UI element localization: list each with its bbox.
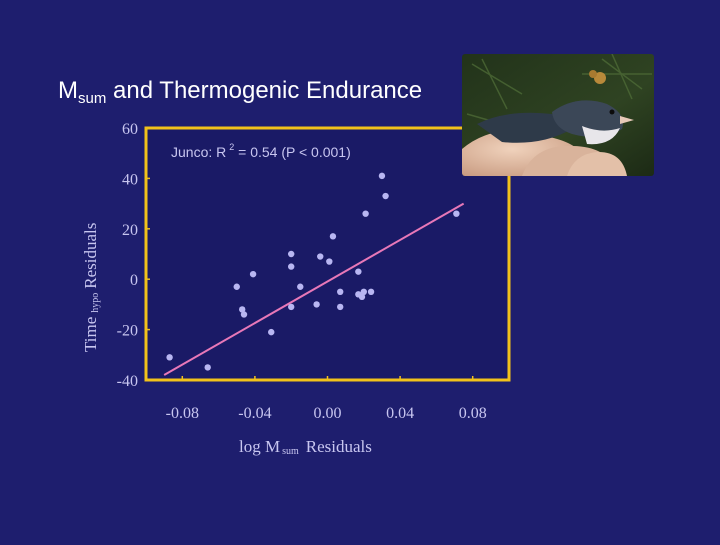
data-point bbox=[360, 288, 367, 295]
data-point bbox=[238, 306, 246, 313]
data-point bbox=[362, 210, 369, 217]
title-main: M bbox=[58, 77, 78, 104]
xlabel-rest: Residuals bbox=[306, 437, 372, 456]
data-point bbox=[288, 263, 295, 270]
y-tick-label: 0 bbox=[130, 272, 138, 289]
points-layer bbox=[166, 172, 460, 371]
annotation-prefix: Junco: R bbox=[171, 144, 226, 160]
y-tick-label: -20 bbox=[117, 323, 138, 340]
fit-line-layer bbox=[163, 202, 465, 376]
data-point bbox=[240, 311, 248, 318]
x-tick-label: -0.08 bbox=[166, 405, 199, 422]
title-rest: and Thermogenic Endurance bbox=[106, 77, 422, 104]
annotation-rest: = 0.54 (P < 0.001) bbox=[234, 144, 351, 160]
data-point bbox=[358, 293, 366, 301]
x-tick-label: 0.00 bbox=[314, 405, 342, 422]
plot-frame bbox=[144, 126, 511, 382]
xlabel-main: log M bbox=[239, 437, 280, 456]
data-point bbox=[337, 303, 344, 311]
x-axis: -0.08 -0.04 0.00 0.04 0.08 bbox=[166, 376, 487, 422]
x-tick-label: -0.04 bbox=[238, 405, 271, 422]
ylabel-main: Time bbox=[81, 317, 100, 352]
annotation-superscript: 2 bbox=[229, 142, 234, 152]
data-point bbox=[378, 172, 386, 180]
y-tick-label: 40 bbox=[122, 171, 138, 188]
junco-photo bbox=[462, 54, 654, 176]
y-axis: 60 40 20 0 -20 -40 bbox=[117, 121, 150, 390]
title-subscript: sum bbox=[78, 90, 106, 107]
xlabel-subscript: sum bbox=[282, 446, 299, 457]
data-point bbox=[268, 328, 275, 336]
data-point bbox=[329, 233, 337, 240]
data-point bbox=[297, 283, 304, 290]
y-tick-label: -40 bbox=[117, 373, 138, 390]
data-point bbox=[453, 210, 460, 217]
ylabel-subscript: hypo bbox=[90, 293, 101, 313]
y-axis-label: Time hypo Residuals bbox=[81, 223, 101, 352]
slide-title: Msum and Thermogenic Endurance bbox=[58, 77, 422, 107]
data-point bbox=[288, 303, 295, 311]
data-point bbox=[317, 253, 324, 260]
y-tick-label: 20 bbox=[122, 222, 138, 239]
data-point bbox=[382, 192, 389, 200]
data-point bbox=[313, 301, 320, 308]
data-point bbox=[326, 258, 333, 265]
data-point bbox=[249, 270, 257, 278]
regression-line bbox=[163, 202, 465, 376]
data-point bbox=[166, 354, 173, 361]
data-point bbox=[204, 364, 211, 371]
ylabel-rest: Residuals bbox=[81, 223, 100, 289]
data-point bbox=[233, 283, 240, 290]
junco-bird-icon bbox=[462, 54, 654, 176]
data-point bbox=[355, 268, 362, 275]
data-point bbox=[337, 288, 344, 295]
data-point bbox=[288, 250, 295, 258]
y-tick-label: 60 bbox=[122, 121, 138, 138]
data-point bbox=[367, 288, 375, 295]
x-tick-label: 0.08 bbox=[459, 405, 487, 422]
x-tick-label: 0.04 bbox=[386, 405, 414, 422]
